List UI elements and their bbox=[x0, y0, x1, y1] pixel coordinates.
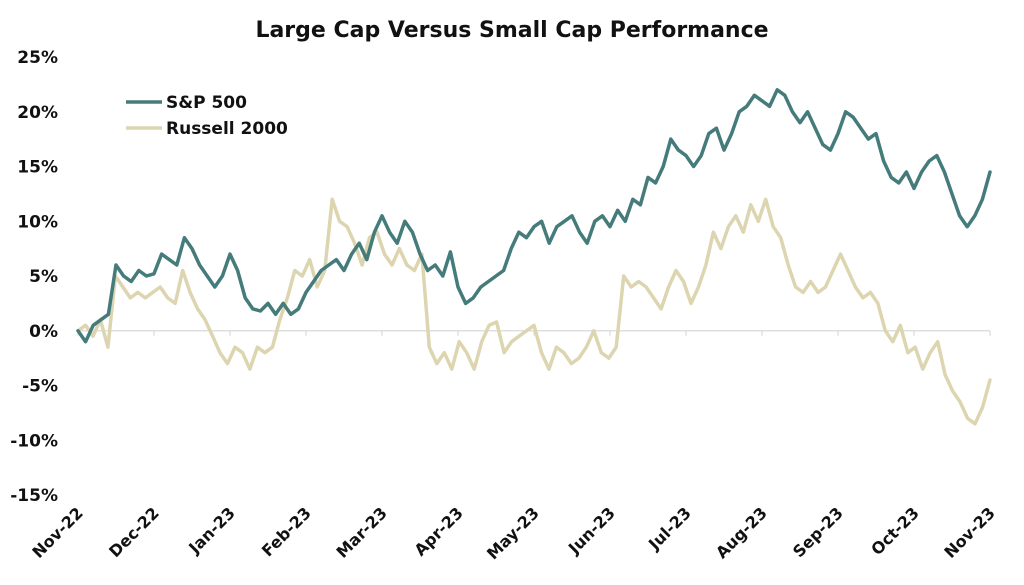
series-line-russell-2000 bbox=[76, 197, 992, 426]
x-tick-label: Nov-22 bbox=[28, 503, 86, 561]
x-tick-label: Jul-23 bbox=[644, 503, 695, 554]
y-axis: 25% 20% 15% 10% 5% 0% -5% -10% -15% bbox=[10, 48, 58, 506]
x-tick-label: Apr-23 bbox=[411, 503, 467, 559]
x-tick-label: Aug-23 bbox=[712, 503, 771, 562]
y-tick-label: 5% bbox=[29, 267, 58, 287]
y-tick-label: 20% bbox=[17, 103, 58, 123]
x-tick-label: Sep-23 bbox=[789, 503, 847, 561]
legend: S&P 500 Russell 2000 bbox=[126, 93, 288, 139]
x-axis-labels: Nov-22 Dec-22 Jan-23 Feb-23 Mar-23 Apr-23 May-… bbox=[28, 503, 998, 563]
y-tick-label: -10% bbox=[10, 431, 58, 451]
chart-title: Large Cap Versus Small Cap Performance bbox=[255, 18, 768, 43]
series-layer bbox=[76, 88, 992, 426]
x-tick-label: Jan-23 bbox=[184, 503, 238, 557]
series-line-sp500 bbox=[76, 88, 992, 344]
y-tick-label: 10% bbox=[17, 212, 58, 232]
y-tick-label: -5% bbox=[22, 377, 58, 397]
x-tick-label: Feb-23 bbox=[258, 503, 315, 560]
x-tick-label: Jun-23 bbox=[564, 503, 619, 558]
x-tick-label: Oct-23 bbox=[867, 503, 923, 559]
x-tick-label: Nov-23 bbox=[940, 503, 998, 561]
y-tick-label: -15% bbox=[10, 486, 58, 506]
y-tick-label: 25% bbox=[17, 48, 58, 68]
y-tick-label: 15% bbox=[17, 158, 58, 178]
y-tick-label: 0% bbox=[29, 322, 58, 342]
x-tick-label: Dec-22 bbox=[105, 503, 163, 561]
x-tick-label: May-23 bbox=[483, 503, 543, 563]
legend-label: S&P 500 bbox=[166, 93, 247, 113]
legend-label: Russell 2000 bbox=[166, 119, 288, 139]
x-tick-label: Mar-23 bbox=[332, 503, 390, 561]
